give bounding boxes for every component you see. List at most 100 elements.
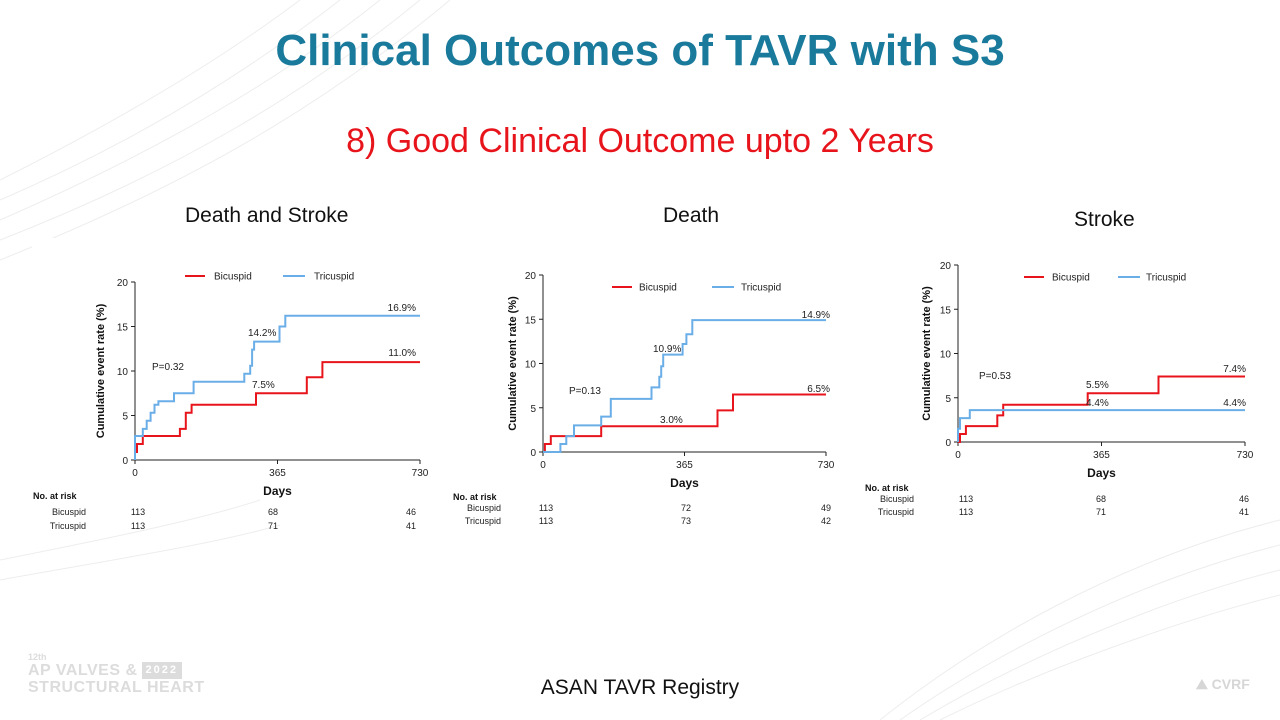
footer-source: ASAN TAVR Registry xyxy=(540,676,740,699)
risk-cell: 71 xyxy=(1096,507,1106,517)
data-annotation: 7.4% xyxy=(1223,364,1246,375)
y-tick-label: 0 xyxy=(945,438,951,449)
legend-label-tricuspid: Tricuspid xyxy=(1146,273,1186,284)
x-tick-label: 730 xyxy=(818,460,835,471)
data-annotation: P=0.13 xyxy=(569,386,601,397)
x-tick-label: 730 xyxy=(412,468,429,479)
x-tick-label: 730 xyxy=(1237,450,1254,461)
data-annotation: 6.5% xyxy=(807,384,830,395)
risk-cell: 49 xyxy=(821,503,831,513)
mask-box xyxy=(862,236,910,274)
risk-table-header: No. at risk xyxy=(33,491,78,501)
series-line-bicuspid xyxy=(543,393,826,453)
risk-cell: 113 xyxy=(959,507,973,517)
risk-cell: 46 xyxy=(1239,494,1249,504)
y-tick-label: 5 xyxy=(945,394,951,405)
y-tick-label: 15 xyxy=(525,315,537,326)
y-tick-label: 10 xyxy=(117,367,129,378)
y-tick-label: 10 xyxy=(525,360,537,371)
y-axis-label: Cumulative event rate (%) xyxy=(95,303,107,438)
y-tick-label: 0 xyxy=(530,448,536,459)
y-tick-label: 15 xyxy=(117,323,129,334)
data-annotation: 4.4% xyxy=(1223,398,1246,409)
risk-cell: 71 xyxy=(268,521,278,531)
data-annotation: 16.9% xyxy=(388,303,416,314)
risk-row-label: Bicuspid xyxy=(52,507,86,517)
slide-title: Clinical Outcomes of TAVR with S3 xyxy=(275,26,1005,75)
data-annotation: 10.9% xyxy=(653,344,681,355)
risk-cell: 113 xyxy=(539,503,553,513)
risk-cell: 41 xyxy=(406,521,416,531)
x-axis-label: Days xyxy=(263,484,292,498)
risk-cell: 68 xyxy=(268,507,278,517)
risk-cell: 42 xyxy=(821,516,831,526)
risk-table-header: No. at risk xyxy=(865,483,910,493)
risk-cell: 113 xyxy=(959,494,973,504)
risk-cell: 113 xyxy=(131,507,145,517)
chart-title-death-stroke: Death and Stroke xyxy=(185,204,349,227)
x-tick-label: 365 xyxy=(1093,450,1110,461)
series-line-tricuspid xyxy=(957,409,1245,442)
y-tick-label: 5 xyxy=(122,412,128,423)
series-line-tricuspid xyxy=(543,319,826,453)
risk-row-label: Tricuspid xyxy=(878,507,914,517)
risk-row-label: Bicuspid xyxy=(880,494,914,504)
data-annotation: 3.0% xyxy=(660,415,683,426)
risk-cell: 68 xyxy=(1096,494,1106,504)
risk-row-label: Tricuspid xyxy=(465,516,501,526)
x-axis-label: Days xyxy=(670,476,699,490)
risk-cell: 41 xyxy=(1239,507,1249,517)
data-annotation: 11.0% xyxy=(388,348,416,359)
data-annotation: P=0.53 xyxy=(979,371,1011,382)
y-tick-label: 0 xyxy=(122,456,128,467)
y-tick-label: 20 xyxy=(525,271,537,282)
mask-box xyxy=(32,238,94,282)
risk-cell: 72 xyxy=(681,503,691,513)
risk-table-header: No. at risk xyxy=(453,492,498,502)
cvrf-icon: ⛰ xyxy=(1196,676,1208,692)
risk-cell: 113 xyxy=(539,516,553,526)
x-tick-label: 0 xyxy=(955,450,961,461)
slide-subtitle: 8) Good Clinical Outcome upto 2 Years xyxy=(346,122,934,160)
chart-title-stroke: Stroke xyxy=(1074,208,1135,231)
data-annotation: 14.2% xyxy=(248,328,276,339)
risk-cell: 113 xyxy=(131,521,145,531)
y-axis-label: Cumulative event rate (%) xyxy=(921,286,933,421)
y-tick-label: 5 xyxy=(530,404,536,415)
series-line-bicuspid xyxy=(134,361,420,460)
data-annotation: P=0.32 xyxy=(152,362,184,373)
y-axis-label: Cumulative event rate (%) xyxy=(507,296,519,431)
y-tick-label: 20 xyxy=(940,261,952,272)
risk-row-label: Bicuspid xyxy=(467,503,501,513)
y-tick-label: 15 xyxy=(940,305,952,316)
x-tick-label: 0 xyxy=(132,468,138,479)
x-tick-label: 365 xyxy=(676,460,693,471)
y-tick-label: 20 xyxy=(117,278,129,289)
legend-label-tricuspid: Tricuspid xyxy=(741,283,781,294)
mask-box xyxy=(442,234,492,274)
series-line-tricuspid xyxy=(134,314,420,460)
legend-label-tricuspid: Tricuspid xyxy=(314,272,354,283)
risk-row-label: Tricuspid xyxy=(50,521,86,531)
chart-title-death: Death xyxy=(663,204,720,227)
legend-label-bicuspid: Bicuspid xyxy=(639,283,677,294)
legend-label-bicuspid: Bicuspid xyxy=(214,272,252,283)
x-tick-label: 0 xyxy=(540,460,546,471)
risk-cell: 46 xyxy=(406,507,416,517)
data-annotation: 5.5% xyxy=(1086,380,1109,391)
data-annotation: 4.4% xyxy=(1086,398,1109,409)
cvrf-logo: ⛰ CVRF xyxy=(1196,676,1250,692)
data-annotation: 14.9% xyxy=(802,310,830,321)
series-line-bicuspid xyxy=(958,375,1245,443)
risk-cell: 73 xyxy=(681,516,691,526)
x-axis-label: Days xyxy=(1087,466,1116,480)
data-annotation: 7.5% xyxy=(252,380,275,391)
conference-logo: 12th AP VALVES & 2022 STRUCTURAL HEART xyxy=(28,652,205,697)
legend-label-bicuspid: Bicuspid xyxy=(1052,273,1090,284)
x-tick-label: 365 xyxy=(269,468,286,479)
y-tick-label: 10 xyxy=(940,350,952,361)
